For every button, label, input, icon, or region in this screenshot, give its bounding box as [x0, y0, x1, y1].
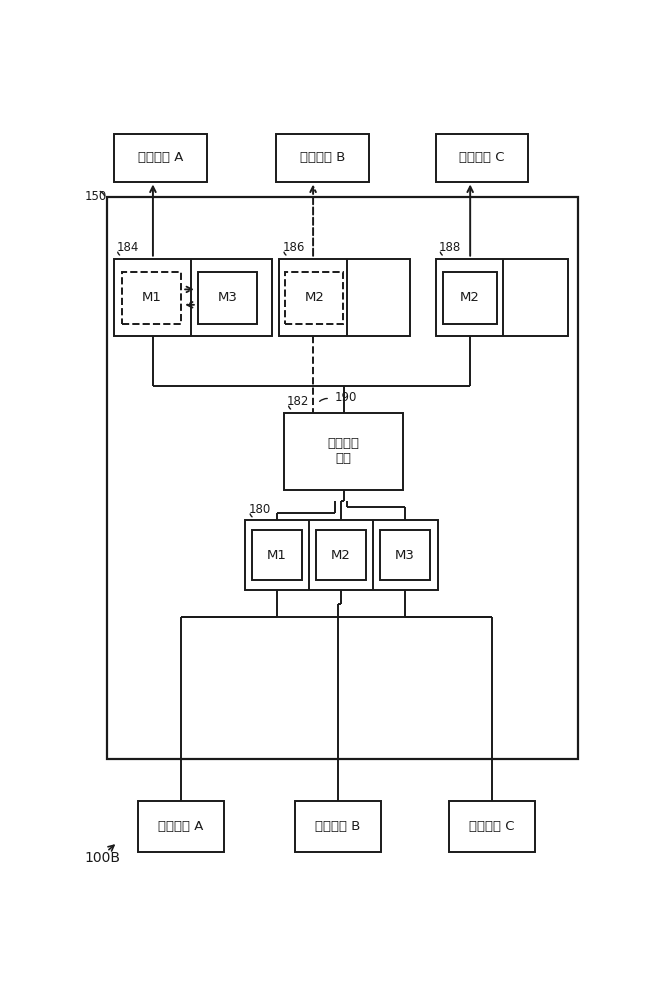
Text: 通信处理
系统: 通信处理 系统 — [327, 437, 359, 465]
Text: 186: 186 — [283, 241, 305, 254]
Bar — [276, 134, 369, 182]
Text: 网络设备 A: 网络设备 A — [158, 820, 203, 833]
Text: M1: M1 — [267, 549, 287, 562]
Text: M1: M1 — [142, 291, 162, 304]
Text: M2: M2 — [331, 549, 351, 562]
Bar — [285, 272, 343, 324]
Bar — [138, 801, 224, 852]
Bar — [380, 530, 430, 580]
Text: 网络设备 C: 网络设备 C — [469, 820, 514, 833]
Bar — [122, 272, 182, 324]
Text: M3: M3 — [395, 549, 415, 562]
Text: 188: 188 — [439, 241, 461, 254]
Bar — [316, 530, 366, 580]
Text: 180: 180 — [248, 503, 271, 516]
Text: 网络设备 B: 网络设备 B — [315, 820, 361, 833]
Bar — [107, 197, 578, 759]
Bar — [114, 259, 273, 336]
Bar — [436, 259, 568, 336]
Bar — [114, 134, 207, 182]
Text: M2: M2 — [460, 291, 480, 304]
Bar — [449, 801, 535, 852]
Bar — [436, 134, 528, 182]
Text: 184: 184 — [117, 241, 139, 254]
Text: 终端设备 B: 终端设备 B — [300, 151, 345, 164]
Text: M2: M2 — [305, 291, 324, 304]
Bar — [245, 520, 438, 590]
Text: 182: 182 — [287, 395, 309, 408]
Text: 终端设备 A: 终端设备 A — [138, 151, 183, 164]
Text: 100B: 100B — [84, 851, 120, 865]
Bar — [198, 272, 257, 324]
Bar — [279, 259, 410, 336]
Bar — [295, 801, 381, 852]
Text: 终端设备 C: 终端设备 C — [459, 151, 504, 164]
Bar — [444, 272, 497, 324]
Text: M3: M3 — [217, 291, 237, 304]
Bar — [284, 413, 403, 490]
Bar — [253, 530, 303, 580]
Text: 150: 150 — [85, 190, 107, 203]
Text: 190: 190 — [335, 391, 357, 404]
